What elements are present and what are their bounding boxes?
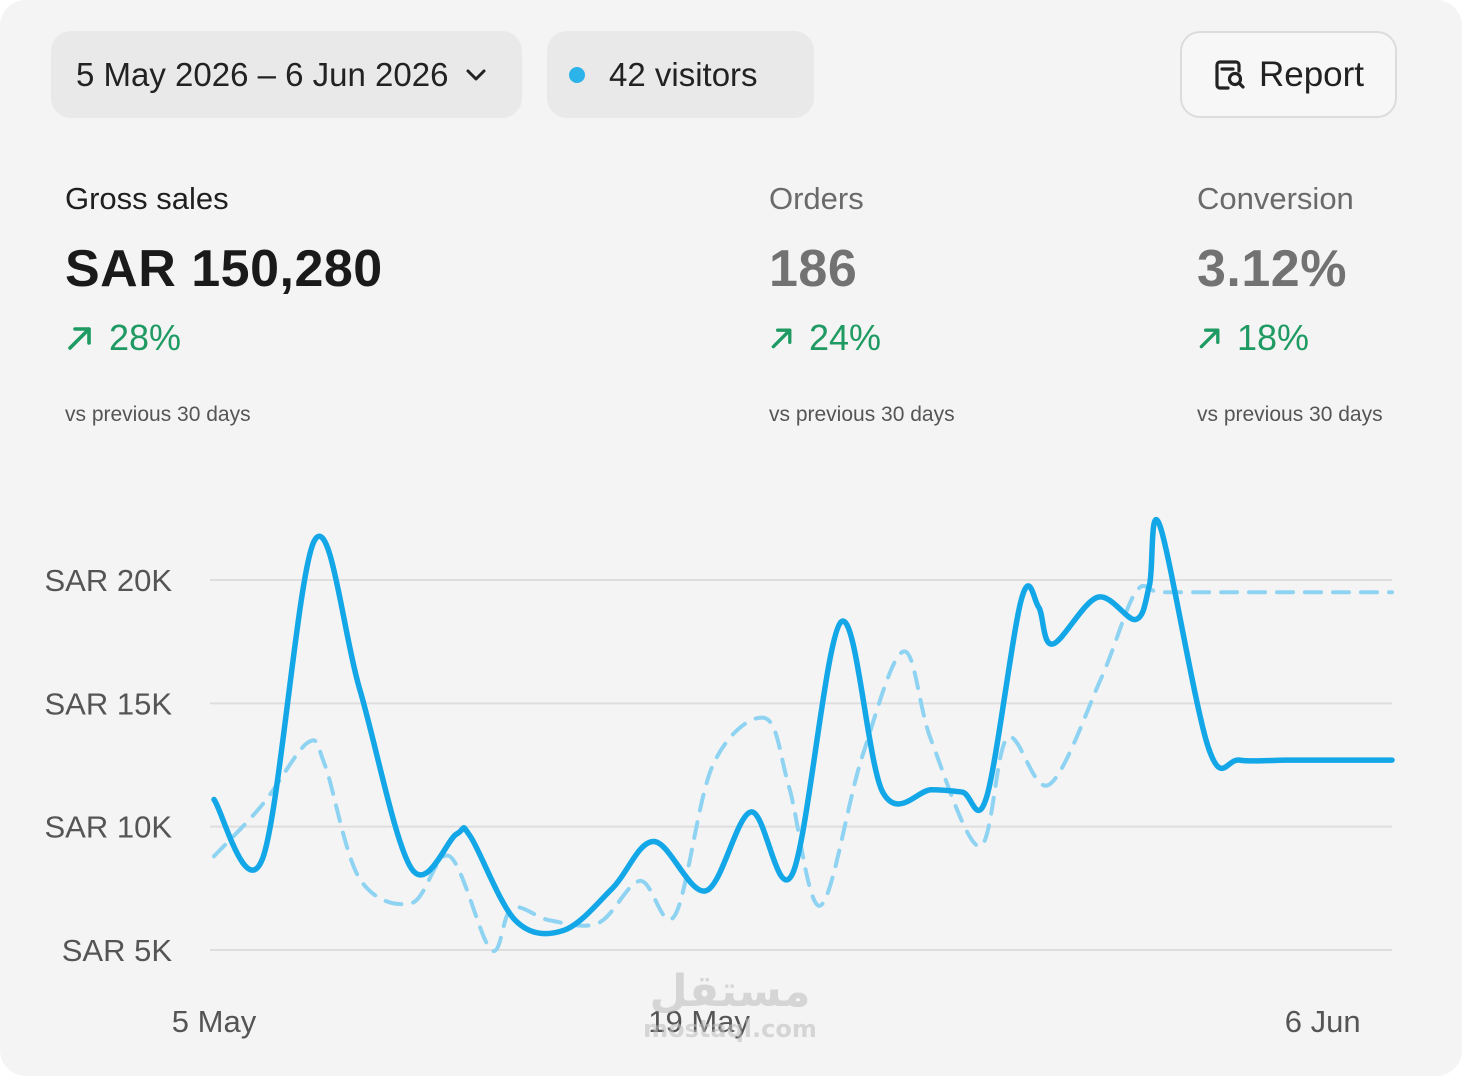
x-tick-label: 5 May: [172, 1004, 257, 1039]
report-label: Report: [1258, 54, 1365, 94]
x-tick-label: 19 May: [648, 1004, 750, 1039]
metric-change-value: 18%: [1237, 317, 1310, 358]
metric-change: 18%: [1197, 317, 1354, 359]
y-tick-label: SAR 10K: [44, 810, 172, 845]
metric-change: 28%: [65, 317, 383, 359]
metric-comparison-note: vs previous 30 days: [65, 403, 251, 426]
metric-label: Orders: [769, 181, 864, 216]
visitors-count: 42 visitors: [609, 55, 758, 93]
trend-up-arrow-icon: [65, 323, 95, 353]
series-previous-period-line: [212, 583, 1394, 953]
chevron-down-icon: [464, 63, 488, 87]
y-tick-label: SAR 15K: [44, 686, 172, 721]
metric-orders: Orders 186 24% vs previous 30 days: [769, 181, 955, 426]
metric-comparison-note: vs previous 30 days: [1197, 403, 1383, 426]
date-range-label: 5 May 2026 – 6 Jun 2026: [76, 55, 449, 93]
visitors-indicator[interactable]: 42 visitors: [547, 31, 814, 118]
metric-comparison-note: vs previous 30 days: [769, 403, 955, 426]
y-tick-label: SAR 5K: [62, 933, 173, 968]
x-tick-label: 6 Jun: [1285, 1004, 1361, 1039]
metric-change-value: 24%: [809, 317, 882, 358]
series-current-period-line: [211, 516, 1395, 937]
trend-up-arrow-icon: [769, 325, 795, 351]
metric-value: 3.12%: [1197, 240, 1347, 298]
trend-up-arrow-icon: [1197, 325, 1223, 351]
metric-change: 24%: [769, 317, 881, 359]
metric-label: Conversion: [1197, 181, 1354, 216]
metric-gross-sales: Gross sales SAR 150,280 28% vs previous …: [65, 181, 383, 426]
metric-conversion: Conversion 3.12% 18% vs previous 30 days: [1197, 181, 1383, 426]
y-tick-label: SAR 20K: [44, 563, 172, 598]
metric-value: 186: [769, 240, 858, 298]
report-search-icon: [1213, 58, 1247, 92]
report-button[interactable]: Report: [1180, 31, 1397, 118]
date-range-picker[interactable]: 5 May 2026 – 6 Jun 2026: [51, 31, 522, 118]
live-dot-icon: [569, 66, 585, 83]
metric-value: SAR 150,280: [65, 240, 383, 298]
metric-change-value: 28%: [109, 317, 182, 358]
metric-label: Gross sales: [65, 181, 229, 216]
